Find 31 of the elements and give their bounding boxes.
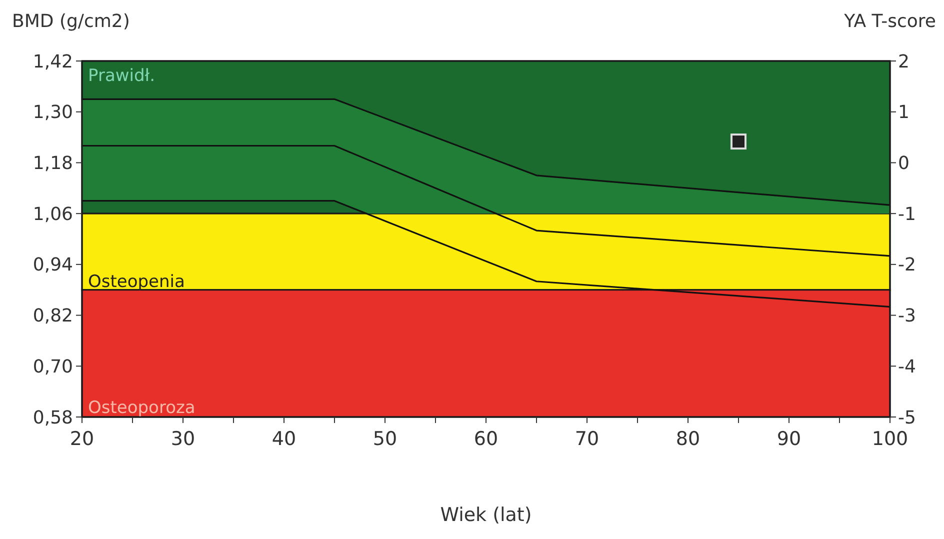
x-tick-label: 70 bbox=[574, 428, 600, 450]
x-tick-label: 100 bbox=[872, 428, 908, 450]
y-tick-label: 1,30 bbox=[32, 102, 73, 124]
band-label: Osteopenia bbox=[88, 272, 185, 292]
y-tick-label: 1,42 bbox=[32, 51, 73, 72]
y-tick-label: 1,18 bbox=[32, 153, 73, 174]
y-axis-title: BMD (g/cm2) bbox=[12, 11, 130, 32]
x-tick-label: 20 bbox=[70, 428, 94, 450]
x-axis-title: Wiek (lat) bbox=[440, 504, 532, 526]
y-tick-label: 0,70 bbox=[32, 356, 73, 378]
y-tick-label: 0,58 bbox=[32, 407, 73, 428]
y-tick-label: 0,82 bbox=[32, 306, 73, 327]
x-tick-label: 80 bbox=[676, 428, 700, 450]
y2-axis-title: YA T-score bbox=[843, 11, 936, 32]
y-tick-label: 1,06 bbox=[32, 204, 73, 225]
y2-tick-label: -2 bbox=[898, 254, 916, 276]
x-tick-label: 60 bbox=[474, 428, 498, 450]
y2-tick-label: -1 bbox=[898, 204, 916, 225]
y2-tick-label: 1 bbox=[898, 102, 910, 124]
y2-tick-label: 0 bbox=[898, 153, 910, 174]
y2-tick-label: -5 bbox=[898, 407, 916, 428]
y2-tick-label: -4 bbox=[898, 356, 916, 378]
y2-tick-label: 2 bbox=[898, 51, 910, 72]
y-tick-label: 0,94 bbox=[32, 254, 73, 276]
x-tick-label: 30 bbox=[170, 428, 196, 450]
x-tick-label: 40 bbox=[272, 428, 296, 450]
y2-tick-label: -3 bbox=[898, 306, 916, 327]
band-label: Prawidł. bbox=[88, 66, 156, 86]
x-tick-label: 90 bbox=[776, 428, 802, 450]
x-tick-label: 50 bbox=[372, 428, 398, 450]
band-label: Osteoporoza bbox=[88, 398, 196, 418]
